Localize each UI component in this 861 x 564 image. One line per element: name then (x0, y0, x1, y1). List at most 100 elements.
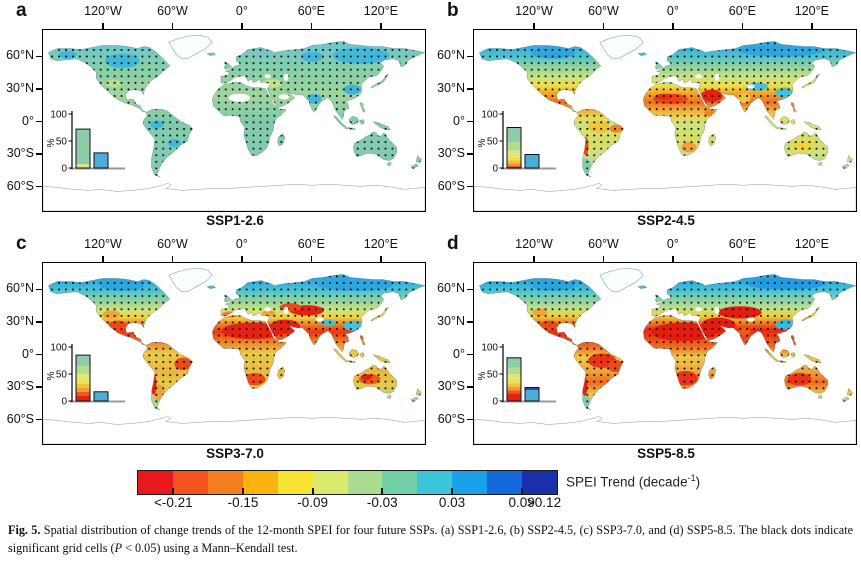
inset-y-tick-label: 100 (50, 343, 67, 354)
inset-y-tick-label: 50 (487, 370, 499, 381)
lat-axis-tick (467, 120, 473, 123)
lon-axis-tick (533, 256, 535, 262)
lon-axis-label: 120°E (363, 237, 398, 251)
lat-axis-label: 30°S (437, 146, 465, 161)
world-map-d (474, 267, 856, 444)
colorbar-segment (522, 471, 558, 494)
lon-axis-tick (310, 256, 313, 262)
colorbar-segment (347, 471, 383, 494)
lon-axis-tick (672, 23, 674, 29)
inset-y-tick-label: 100 (481, 343, 498, 354)
panel-scenario-title: SSP3-7.0 (206, 446, 264, 461)
lat-axis-label: 60°S (437, 411, 465, 426)
colorbar-title: SPEI Trend (decade-1) (566, 473, 700, 490)
lat-axis-tick (467, 418, 473, 421)
lon-axis-label: 120°W (515, 4, 553, 18)
world-map-b (474, 34, 856, 211)
lat-axis-tick (467, 55, 473, 58)
lat-axis-label: 60°S (6, 411, 34, 426)
inset-y-tick-label: 0 (492, 397, 498, 408)
lat-axis-label: 0° (22, 346, 34, 361)
colorbar-tick (242, 488, 244, 494)
colorbar-segment (452, 471, 488, 494)
colorbar-tick (172, 488, 175, 494)
inset-bar-chart: 0 50 100 % (477, 110, 556, 175)
inset-y-tick-label: 0 (61, 164, 67, 175)
inset-ylabel: % (477, 371, 488, 380)
world-map-c (43, 267, 425, 444)
map-panel-d: d 120°W 60°W 0° 60°E 120°E 60°N 30°N 0° 30°S 60°S … (431, 233, 861, 463)
lat-axis-label: 0° (453, 113, 465, 128)
colorbar-segment (277, 471, 313, 494)
colorbar-tick (311, 488, 314, 494)
figure-caption: Fig. 5. Spatial distribution of change t… (8, 521, 853, 558)
inset-bar-chart: 0 50 100 % (477, 343, 556, 408)
antarctica-outline (43, 415, 425, 444)
lat-axis-tick (36, 153, 42, 155)
lon-axis-label: 120°W (515, 237, 553, 251)
lat-axis-tick (467, 153, 473, 155)
lat-axis-label: 0° (453, 346, 465, 361)
lon-axis-label: 0° (235, 237, 248, 251)
lat-axis-tick (36, 55, 42, 58)
colorbar-tick-label: 0.03 (438, 495, 466, 510)
lon-axis-tick (811, 23, 813, 29)
lon-axis-label: 60°E (728, 4, 757, 18)
inset-y-tick-label: 50 (56, 370, 68, 381)
colorbar-tick-label: -0.15 (227, 495, 259, 510)
lat-axis-label: 60°N (437, 281, 465, 296)
inset-bar-chart: 0 50 100 % (46, 343, 125, 408)
colorbar-segment (138, 471, 173, 494)
colorbar-segment (172, 471, 208, 494)
lon-axis-tick (241, 23, 243, 29)
colorbar-segment (312, 471, 348, 494)
caption-p-symbol: P (114, 541, 123, 556)
world-map-a (43, 34, 425, 211)
lat-axis-label: 60°N (6, 281, 34, 296)
lon-axis-tick (811, 256, 813, 262)
caption-text-1: Spatial distribution of change trends of… (8, 523, 853, 556)
panel-letter: a (16, 0, 27, 21)
lat-axis-tick (467, 386, 473, 388)
lon-axis-tick (102, 256, 104, 262)
colorbar-tick-label: 0.09 (508, 495, 535, 510)
antarctica-outline (43, 182, 425, 211)
greenland-outline (599, 34, 644, 60)
map-area (473, 29, 857, 212)
map-panel-a: a 120°W 60°W 0° 60°E 120°E 60°N 30°N 0° 30°S 60°S … (0, 0, 430, 230)
colorbar-segment (417, 471, 453, 494)
lon-axis-label: 120°E (363, 4, 398, 18)
lon-axis-tick (102, 23, 104, 29)
lon-axis-label: 0° (666, 4, 679, 18)
lon-axis-label: 60°E (297, 237, 326, 251)
lon-axis-tick (602, 256, 605, 262)
lon-axis-label: 60°W (588, 4, 619, 18)
colorbar-gradient (137, 470, 558, 495)
map-area (42, 262, 426, 445)
lon-axis-label: 0° (666, 237, 679, 251)
colorbar-tick (381, 488, 384, 494)
lat-axis-tick (36, 88, 42, 90)
colorbar-tick-label: -0.03 (366, 495, 398, 510)
lon-axis-label: 60°E (728, 237, 757, 251)
lon-axis-tick (380, 23, 382, 29)
panel-scenario-title: SSP2-4.5 (637, 213, 695, 228)
inset-y-tick-label: 50 (56, 137, 68, 148)
panel-letter: c (16, 233, 27, 254)
antarctica-outline (474, 415, 856, 444)
lat-axis-label: 30°N (437, 80, 465, 95)
caption-label: Fig. 5. (8, 523, 41, 537)
lon-axis-tick (533, 23, 535, 29)
inset-ylabel: % (46, 138, 57, 147)
lat-axis-tick (467, 321, 473, 323)
inset-y-tick-label: 50 (487, 137, 499, 148)
lat-axis-label: 30°S (6, 146, 34, 161)
colorbar-segment (242, 471, 278, 494)
colorbar-tick-label: >0.12 (526, 495, 562, 510)
lat-axis-label: 30°S (437, 379, 465, 394)
inset-y-tick-label: 100 (481, 110, 498, 121)
lon-axis-label: 60°W (157, 4, 188, 18)
lon-axis-label: 60°W (157, 237, 188, 251)
inset-bar-chart: 0 50 100 % (46, 110, 125, 175)
